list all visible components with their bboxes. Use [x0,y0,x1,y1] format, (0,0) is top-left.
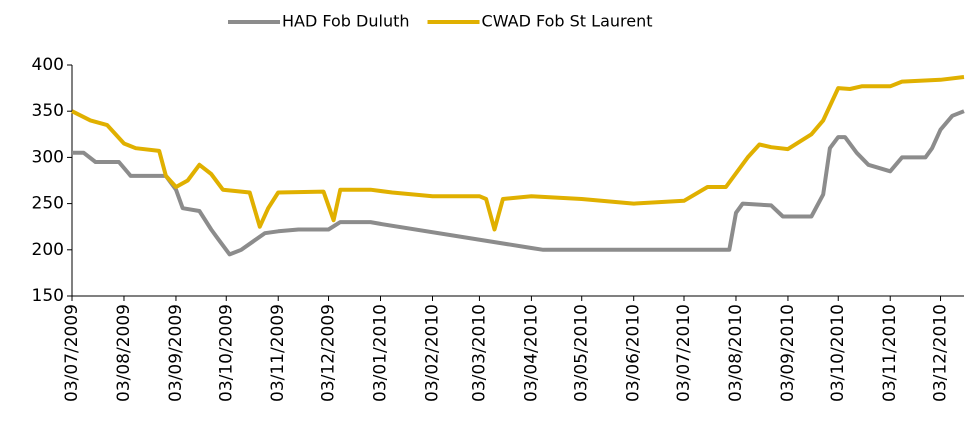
y-tick-label: 350 [32,101,64,121]
x-tick-label: 03/10/2009 [216,304,236,402]
legend-label: CWAD Fob St Laurent [482,12,653,31]
y-tick-label: 250 [32,194,64,214]
x-tick-label: 03/06/2010 [624,304,644,402]
x-tick-label: 03/07/2009 [62,304,82,402]
y-tick-label: 200 [32,240,64,260]
series-line [71,75,965,232]
x-tick-label: 03/03/2010 [469,304,489,402]
x-tick-label: 03/10/2010 [828,304,848,402]
x-tick-label: 03/08/2009 [114,304,134,402]
x-tick-label: 03/01/2010 [371,304,391,402]
x-tick-label: 03/02/2010 [422,304,442,402]
x-tick-label: 03/08/2010 [726,304,746,402]
legend-label: HAD Fob Duluth [282,12,410,31]
x-tick-label: 03/11/2009 [268,304,288,402]
x-tick-label: 03/12/2010 [931,304,951,402]
x-tick-label: 03/11/2010 [880,304,900,402]
x-tick-label: 03/07/2010 [674,304,694,402]
x-tick-label: 03/05/2010 [572,304,592,402]
x-tick-label: 03/04/2010 [521,304,541,402]
series-line [72,109,965,257]
legend: HAD Fob Duluth CWAD Fob St Laurent [228,12,653,31]
x-tick-label: 03/12/2009 [319,304,339,402]
y-tick-label: 300 [32,147,64,167]
y-tick-label: 400 [32,55,64,75]
x-tick-label: 03/09/2009 [166,304,186,402]
y-tick-label: 150 [32,286,64,306]
x-tick-label: 03/09/2010 [778,304,798,402]
